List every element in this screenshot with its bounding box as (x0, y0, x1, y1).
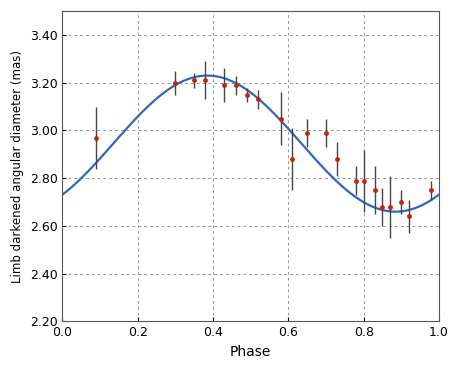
X-axis label: Phase: Phase (230, 345, 271, 359)
Y-axis label: Limb darkened angular diameter (mas): Limb darkened angular diameter (mas) (11, 50, 24, 283)
